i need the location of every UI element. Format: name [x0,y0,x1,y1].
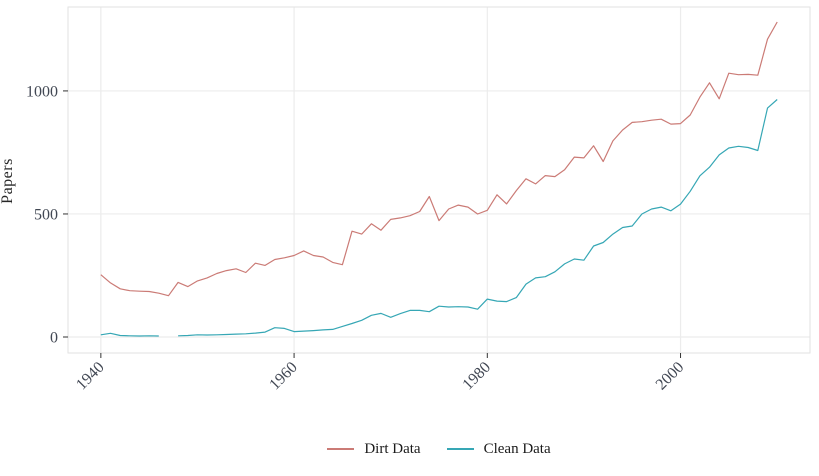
x-tick-label: 1960 [266,359,301,394]
y-tick-label: 1000 [26,83,58,100]
clean-data-line [100,99,778,337]
x-axis-tick-labels: 1940 1960 1980 2000 [73,359,687,394]
y-tick-label: 0 [50,330,58,347]
legend-label-clean-data: Clean Data [483,440,551,457]
legend-item-dirt-data: Dirt Data [327,440,421,458]
legend-key-dirt-line-icon [327,448,355,450]
x-tick-label: 2000 [653,359,688,394]
legend-label-dirt-data: Dirt Data [364,440,421,457]
axis-tick-marks [63,90,682,358]
y-axis-tick-labels: 0 500 1000 [26,83,58,346]
legend: Dirt Data Clean Data [68,438,810,460]
legend-key-clean-line-icon [446,448,474,450]
panel-border [67,6,811,354]
legend-item-clean-data: Clean Data [446,440,551,458]
x-tick-label: 1980 [459,359,494,394]
dirt-data-line [100,21,778,297]
y-axis-title: Papers [0,158,16,204]
gridlines [68,7,810,353]
x-tick-label: 1940 [73,359,108,394]
y-tick-label: 500 [34,206,58,223]
